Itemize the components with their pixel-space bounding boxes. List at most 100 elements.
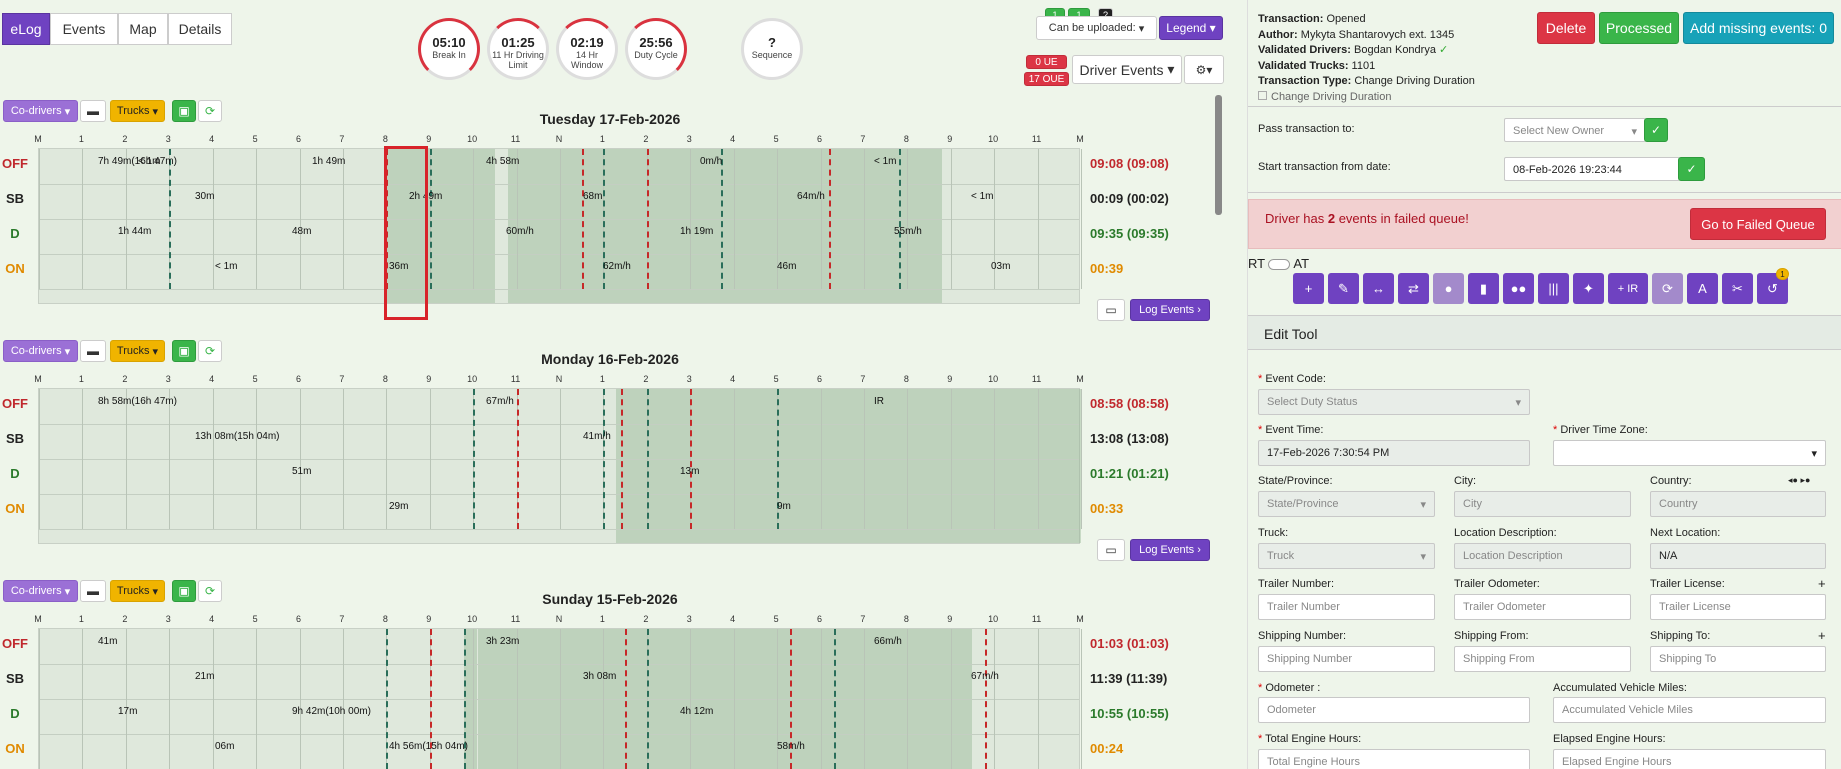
truck-select[interactable]: Truck ▾ [1258, 543, 1435, 569]
odometer-input[interactable]: Odometer [1258, 697, 1530, 723]
row-label-on: ON [5, 261, 25, 276]
trucks-button[interactable]: Trucks ▾ [110, 100, 165, 122]
owner-select[interactable]: Select New Owner ▾ [1504, 118, 1646, 142]
trailer-license-input[interactable]: Trailer License [1650, 594, 1826, 620]
hour-label: M [34, 374, 42, 384]
tab-map[interactable]: Map [118, 13, 168, 45]
segment-label: < 1m [971, 191, 994, 202]
scrollbar[interactable] [1215, 95, 1222, 215]
legend-button[interactable]: Legend ▾ [1159, 16, 1223, 40]
comment-icon[interactable]: ▭ [1097, 299, 1125, 321]
truck-icon[interactable]: ▬ [80, 100, 106, 122]
hour-label: 6 [816, 134, 823, 144]
state-select[interactable]: State/Province ▾ [1258, 491, 1435, 517]
log-events-button[interactable]: Log Events › [1130, 299, 1210, 321]
stretch-icon[interactable]: ↔ [1363, 273, 1394, 304]
hour-label: 7 [339, 134, 345, 144]
print-icon[interactable]: ▣ [172, 340, 196, 362]
event-time-input[interactable]: 17-Feb-2026 7:30:54 PM [1258, 440, 1530, 466]
location-pin-icon[interactable]: ◂● ▸● [1788, 475, 1811, 485]
settings-icon[interactable]: ⚙▾ [1184, 55, 1224, 84]
sync-icon[interactable]: ⟳ [198, 340, 222, 362]
co-drivers-button[interactable]: Co-drivers ▾ [3, 580, 78, 602]
trailer-odometer-label: Trailer Odometer: [1454, 578, 1540, 590]
hour-label: 2 [122, 134, 128, 144]
sync-icon[interactable]: ⟳ [198, 580, 222, 602]
trucks-button[interactable]: Trucks ▾ [110, 340, 165, 362]
location-description-input[interactable]: Location Description [1454, 543, 1631, 569]
shipping-to-input[interactable]: Shipping To [1650, 646, 1826, 672]
hour-label: 1 [599, 134, 605, 144]
shipping-from-input[interactable]: Shipping From [1454, 646, 1631, 672]
processed-button[interactable]: Processed [1599, 12, 1679, 44]
truck-icon[interactable]: ▬ [80, 340, 106, 362]
tab-elog[interactable]: eLog [2, 13, 50, 45]
hour-label: 1 [599, 614, 605, 624]
change-duration-checkbox[interactable] [1258, 90, 1267, 100]
driver-events-select[interactable]: Driver Events ▾ [1072, 55, 1182, 84]
segment-label: 9m [777, 501, 791, 512]
swap-icon[interactable]: ⇄ [1398, 273, 1429, 304]
accumulated-miles-input[interactable]: Accumulated Vehicle Miles [1553, 697, 1826, 723]
truck-icon[interactable]: ▬ [80, 580, 106, 602]
magic-wand-icon[interactable]: ✦ [1573, 273, 1604, 304]
state-label: State/Province: [1258, 475, 1333, 487]
go-to-failed-queue-button[interactable]: Go to Failed Queue [1690, 208, 1826, 240]
country-input[interactable]: Country [1650, 491, 1826, 517]
hour-label: 7 [339, 374, 345, 384]
print-icon[interactable]: ▣ [172, 580, 196, 602]
co-drivers-button[interactable]: Co-drivers ▾ [3, 340, 78, 362]
columns-icon[interactable]: ||| [1538, 273, 1569, 304]
start-date-input[interactable]: 08-Feb-2026 19:23:44 [1504, 157, 1680, 181]
comment-icon[interactable]: ▭ [1097, 539, 1125, 561]
add-missing-events-button[interactable]: Add missing events: 0 [1683, 12, 1834, 44]
segment-label: 46m [777, 261, 797, 272]
hour-axis: M 1 2 3 4 5 6 7 8 9 10 11 N 1 2 3 4 5 6 7 8 9 10 11 M [34, 134, 1084, 146]
selection-box[interactable] [384, 146, 428, 320]
add-ir-icon[interactable]: + IR [1608, 273, 1648, 304]
shipping-number-input[interactable]: Shipping Number [1258, 646, 1435, 672]
add-shipping-icon[interactable]: + [1818, 628, 1826, 643]
trucks-button[interactable]: Trucks ▾ [110, 580, 165, 602]
add-event-icon[interactable]: + [1293, 273, 1324, 304]
sync-icon[interactable]: ⟳ [198, 100, 222, 122]
scissors-icon[interactable]: ✂ [1722, 273, 1753, 304]
edit-icon[interactable]: ✎ [1328, 273, 1359, 304]
time-zone-select[interactable]: ▾ [1553, 440, 1826, 466]
event-code-select[interactable]: Select Duty Status ▾ [1258, 389, 1530, 415]
print-icon[interactable]: ▣ [172, 100, 196, 122]
rt-at-toggle[interactable]: RT AT [1248, 256, 1310, 271]
odometer-label: * Odometer : [1258, 682, 1321, 694]
user-icon[interactable]: ● [1433, 273, 1464, 304]
log-events-button[interactable]: Log Events › [1130, 539, 1210, 561]
hour-label: 2 [643, 614, 649, 624]
text-size-icon[interactable]: A [1687, 273, 1718, 304]
row-label-sb: SB [5, 191, 25, 206]
trash-icon[interactable]: ▮ [1468, 273, 1499, 304]
owner-confirm-button[interactable]: ✓ [1644, 118, 1668, 142]
trailer-number-label: Trailer Number: [1258, 578, 1334, 590]
ue-badge: 0 UE [1026, 55, 1067, 69]
elapsed-engine-hours-input[interactable]: Elapsed Engine Hours [1553, 749, 1826, 769]
tab-events[interactable]: Events [50, 13, 118, 45]
tab-details[interactable]: Details [168, 13, 232, 45]
hour-label: 2 [643, 134, 649, 144]
hour-label: 11 [1031, 374, 1042, 384]
total-engine-hours-input[interactable]: Total Engine Hours [1258, 749, 1530, 769]
upload-select[interactable]: Can be uploaded: ▾ [1036, 16, 1157, 40]
segment-label: 1h 49m [312, 156, 346, 167]
hour-label: 7 [860, 614, 866, 624]
group-icon[interactable]: ●● [1503, 273, 1534, 304]
trailer-number-input[interactable]: Trailer Number [1258, 594, 1435, 620]
refresh-icon[interactable]: ⟳ [1652, 273, 1683, 304]
hour-label: 9 [947, 134, 953, 144]
add-trailer-icon[interactable]: + [1818, 576, 1826, 591]
city-input[interactable]: City [1454, 491, 1631, 517]
sequence-gauge: ? Sequence [741, 18, 803, 80]
segment-label: < 1m [138, 156, 161, 167]
start-date-confirm-button[interactable]: ✓ [1678, 157, 1705, 181]
co-drivers-button[interactable]: Co-drivers ▾ [3, 100, 78, 122]
trailer-odometer-input[interactable]: Trailer Odometer [1454, 594, 1631, 620]
next-location-input[interactable]: N/A [1650, 543, 1826, 569]
delete-button[interactable]: Delete [1537, 12, 1595, 44]
